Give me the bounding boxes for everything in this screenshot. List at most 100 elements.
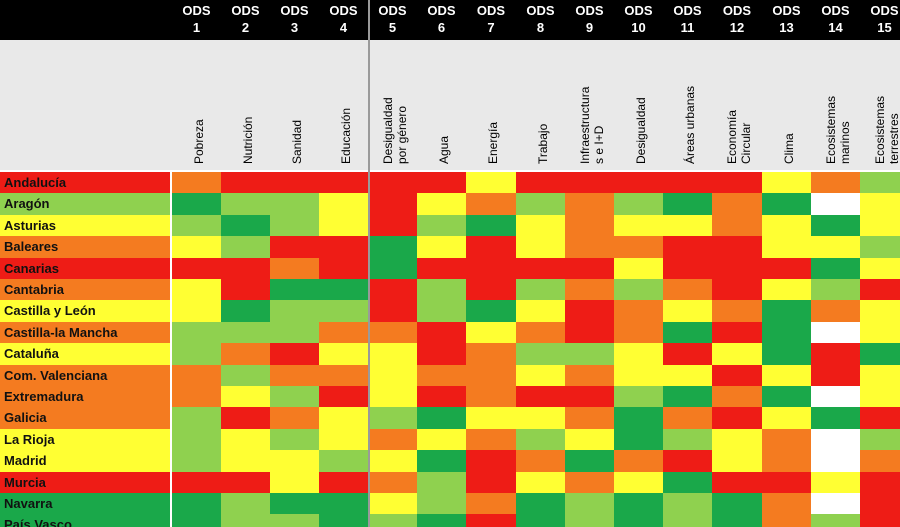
heatmap-cell — [762, 471, 812, 494]
heatmap-cell — [565, 300, 615, 323]
ods-label: ODS — [378, 3, 407, 18]
heatmap-cell — [712, 407, 763, 430]
row-label: País Vasco — [0, 514, 170, 527]
heatmap-cell — [417, 428, 467, 451]
heatmap-cell — [270, 172, 320, 194]
ods-label: ODS — [182, 3, 211, 18]
column-label: Nutrición — [240, 116, 255, 164]
ods-label: ODS — [870, 3, 899, 18]
heatmap-cell — [270, 450, 320, 473]
heatmap-cell — [368, 321, 418, 344]
heatmap-cell — [811, 514, 861, 527]
column-label: Energía — [486, 121, 500, 164]
heatmap-cell — [270, 279, 320, 301]
heatmap-cell — [319, 300, 369, 323]
column-header-ods-3: ODS 3 — [270, 0, 319, 40]
ods-number: 5 — [388, 20, 397, 35]
heatmap-cell — [516, 386, 566, 408]
ods-label: ODS — [624, 3, 653, 18]
column-label: Desigualdad — [633, 97, 648, 164]
heatmap-cell — [466, 214, 517, 237]
heatmap-cell — [860, 450, 900, 473]
heatmap-cell — [516, 364, 566, 387]
heatmap-cell — [516, 343, 566, 366]
heatmap-cell — [466, 321, 517, 344]
heatmap-cell — [417, 300, 467, 323]
heatmap-cell — [270, 364, 320, 387]
heatmap-cell — [516, 193, 566, 216]
ods-label: ODS — [673, 3, 702, 18]
ods-number: 14 — [828, 20, 843, 35]
ods-label: ODS — [476, 3, 506, 18]
heatmap-cell — [762, 386, 812, 408]
heatmap-cell — [565, 493, 615, 515]
heatmap-cell — [368, 172, 418, 194]
heatmap-cell — [712, 193, 763, 216]
heatmap-cell — [368, 386, 418, 408]
ods-number: 15 — [877, 20, 892, 35]
heatmap-cell — [319, 214, 369, 237]
heatmap-cell — [663, 193, 713, 216]
heatmap-cell — [172, 407, 222, 430]
column-label: Sanidad — [289, 119, 304, 164]
heatmap-cell — [368, 279, 418, 301]
column-label: Economía Circular — [725, 109, 753, 164]
heatmap-cell — [712, 172, 763, 194]
heatmap-cell — [762, 279, 812, 301]
heatmap-cell — [270, 236, 320, 259]
heatmap-cell — [860, 172, 900, 194]
heatmap-cell — [172, 193, 222, 216]
heatmap-cell — [270, 343, 320, 366]
heatmap-cell — [565, 236, 615, 259]
heatmap-cell — [663, 172, 713, 194]
ods-label: ODS — [526, 3, 555, 18]
heatmap-cell — [712, 428, 763, 451]
ods-number: 8 — [536, 20, 545, 35]
heatmap-cell — [172, 300, 222, 323]
heatmap-cell — [811, 321, 861, 344]
heatmap-cell — [270, 214, 320, 237]
heatmap-cell — [663, 214, 713, 237]
column-header-ods-4: ODS 4 — [319, 0, 368, 40]
column-label: Trabajo — [535, 123, 550, 164]
heatmap-cell — [860, 407, 900, 430]
heatmap-cell — [368, 193, 418, 216]
column-label: Educación — [338, 107, 353, 164]
heatmap-cell — [663, 236, 713, 259]
heatmap-cell — [516, 214, 566, 237]
heatmap-cell — [221, 300, 271, 323]
heatmap-cell — [811, 493, 861, 515]
row-label: Com. Valenciana — [0, 364, 170, 387]
heatmap-cell — [614, 514, 664, 527]
heatmap-cell — [565, 279, 615, 301]
column-header-ods-13: ODS 13 — [762, 0, 811, 40]
heatmap-cell — [762, 321, 812, 344]
heatmap-cell — [417, 279, 467, 301]
heatmap-cell — [319, 364, 369, 387]
heatmap-cell — [516, 428, 566, 451]
heatmap-cell — [614, 364, 664, 387]
heatmap-cell — [860, 386, 900, 408]
heatmap-cell — [221, 214, 271, 237]
heatmap-cell — [860, 193, 900, 216]
heatmap-cell — [516, 257, 566, 280]
heatmap-cell — [368, 300, 418, 323]
heatmap-cell — [762, 428, 812, 451]
heatmap-cell — [663, 428, 713, 451]
heatmap-cell — [221, 471, 271, 494]
heatmap-cell — [417, 236, 467, 259]
heatmap-cell — [663, 386, 713, 408]
heatmap-cell — [172, 257, 222, 280]
ods-number: 2 — [241, 20, 250, 35]
heatmap-cell — [368, 364, 418, 387]
heatmap-cell — [368, 257, 418, 280]
heatmap-cell — [417, 321, 467, 344]
ods-label: ODS — [329, 3, 358, 18]
heatmap-cell — [712, 343, 763, 366]
ods-number: 1 — [192, 20, 201, 35]
heatmap-cell — [860, 279, 900, 301]
heatmap-cell — [614, 450, 664, 473]
heatmap-cell — [614, 236, 664, 259]
heatmap-cell — [172, 343, 222, 366]
heatmap-cell — [466, 257, 517, 280]
